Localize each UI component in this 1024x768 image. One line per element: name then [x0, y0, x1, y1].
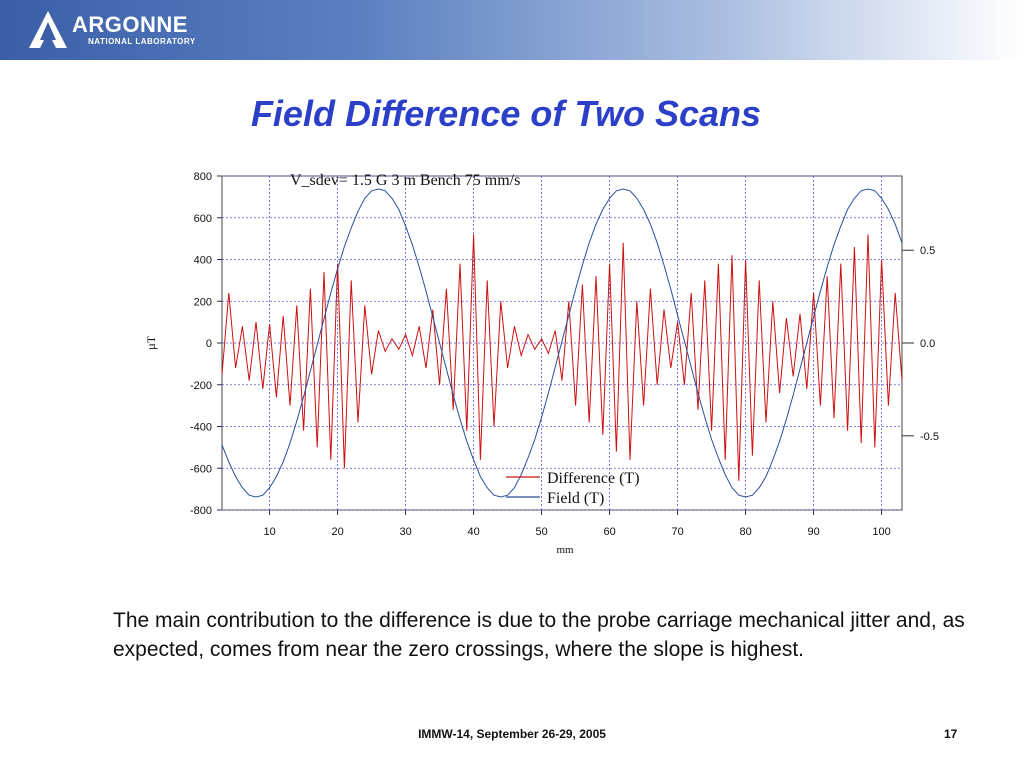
y-tick-label: 200 — [194, 296, 212, 308]
legend-label-field: Field (T) — [547, 490, 604, 507]
series-difference-line — [221, 234, 903, 481]
x-tick-label: 60 — [603, 526, 615, 538]
y-tick-label: 600 — [194, 213, 212, 225]
y-axis-label: µT — [144, 335, 158, 350]
x-tick-label: 40 — [467, 526, 479, 538]
y-tick-label: -400 — [190, 422, 212, 434]
x-tick-label: 70 — [671, 526, 683, 538]
y2-axis: 0.5 0.0 -0.5 — [902, 245, 939, 443]
y-tick-label: 0 — [206, 338, 212, 350]
y2-tick-label: 0.5 — [920, 245, 935, 257]
page-number: 17 — [944, 727, 958, 741]
y-tick-label: -800 — [190, 505, 212, 517]
y2-tick-label: -0.5 — [920, 431, 939, 443]
header-band — [0, 0, 1024, 60]
y-tick-label: 800 — [194, 171, 212, 183]
x-tick-label: 20 — [331, 526, 343, 538]
x-tick-label: 30 — [399, 526, 411, 538]
legend-label-difference: Difference (T) — [547, 470, 640, 487]
x-tick-label: 80 — [739, 526, 751, 538]
series-field-line — [221, 188, 903, 498]
x-axis: 10 20 30 40 50 60 70 80 90 100 — [263, 510, 891, 538]
argonne-a-icon — [29, 11, 67, 48]
logo-subtitle: NATIONAL LABORATORY — [88, 37, 196, 46]
body-text: The main contribution to the difference … — [113, 609, 965, 661]
chart-title: V_sdev= 1.5 G 3 m Bench 75 mm/s — [290, 172, 520, 189]
y2-tick-label: 0.0 — [920, 338, 935, 350]
x-tick-label: 90 — [807, 526, 819, 538]
slide-title: Field Difference of Two Scans — [250, 93, 762, 134]
y-tick-label: -600 — [190, 463, 212, 475]
logo-name: ARGONNE — [72, 12, 188, 37]
legend: Difference (T) Field (T) — [506, 470, 640, 507]
y-axis: 800 600 400 200 0 -200 -400 -600 -800 — [190, 171, 222, 517]
x-tick-label: 50 — [535, 526, 547, 538]
x-tick-label: 10 — [263, 526, 275, 538]
y-tick-label: -200 — [190, 380, 212, 392]
x-tick-label: 100 — [872, 526, 890, 538]
y-tick-label: 400 — [194, 255, 212, 267]
footer-text: IMMW-14, September 26-29, 2005 — [418, 727, 606, 741]
argonne-logo: ARGONNE NATIONAL LABORATORY — [26, 8, 216, 52]
x-axis-label: mm — [556, 544, 574, 556]
